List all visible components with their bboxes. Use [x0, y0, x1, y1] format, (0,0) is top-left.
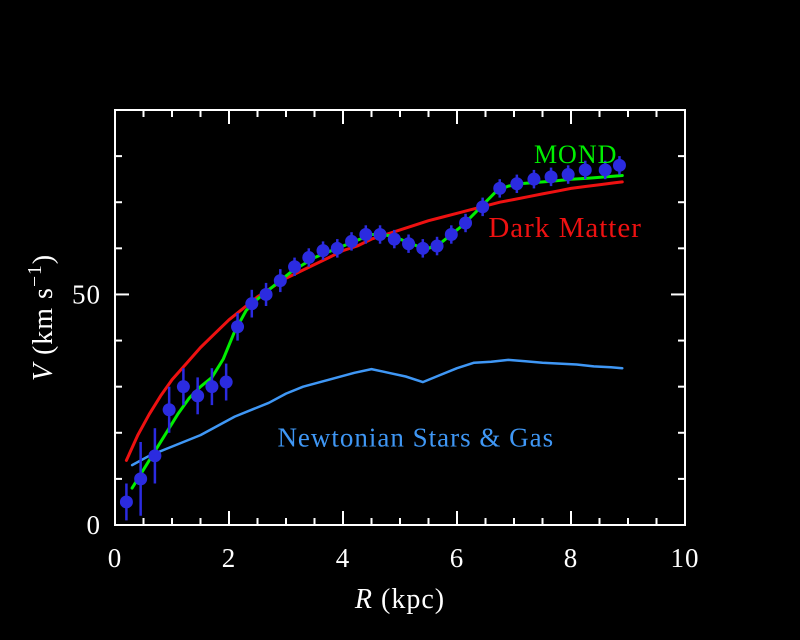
data-point: [148, 449, 162, 463]
data-point: [416, 241, 430, 255]
x-tick-label: 0: [108, 543, 123, 573]
data-point: [387, 232, 401, 246]
data-point: [510, 177, 524, 191]
data-point: [527, 172, 541, 186]
mond-label: MOND: [534, 140, 617, 169]
data-point: [561, 168, 575, 182]
data-point: [162, 403, 176, 417]
data-point: [430, 239, 444, 253]
x-tick-label: 2: [222, 543, 237, 573]
data-point: [119, 495, 133, 509]
data-point: [273, 274, 287, 288]
y-tick-label: 50: [72, 279, 101, 309]
data-point: [598, 163, 612, 177]
observed-data: [119, 156, 626, 521]
data-point: [134, 472, 148, 486]
data-point: [444, 228, 458, 241]
data-point: [219, 375, 233, 389]
tick-labels: 0 2 4 6 8 10 0 50: [72, 279, 700, 573]
data-point: [191, 389, 205, 403]
x-tick-label: 6: [450, 543, 465, 573]
y-axis-label: V (km s−1): [25, 254, 59, 381]
dark-matter-line: [124, 180, 624, 462]
data-point: [231, 320, 245, 334]
x-tick-label: 10: [671, 543, 700, 573]
data-point: [402, 237, 416, 251]
data-point: [359, 228, 373, 241]
newtonian-label: Newtonian Stars & Gas: [277, 423, 554, 453]
data-point: [578, 163, 592, 177]
data-point: [316, 244, 330, 258]
data-point: [176, 380, 190, 394]
data-point: [259, 287, 273, 301]
x-tick-label: 8: [564, 543, 579, 573]
y-tick-label: 0: [87, 510, 102, 540]
x-tick-label: 4: [336, 543, 351, 573]
newtonian-line: [130, 358, 624, 467]
data-point: [476, 200, 490, 214]
data-point: [544, 170, 558, 184]
data-point: [373, 228, 387, 241]
data-point: [205, 380, 219, 394]
data-point: [330, 241, 344, 255]
data-point: [288, 260, 302, 274]
data-point: [612, 158, 626, 172]
data-point: [302, 251, 316, 265]
axis-ticks: [114, 109, 686, 526]
data-point: [345, 234, 359, 248]
x-axis-label: R (kpc): [354, 584, 445, 615]
data-point: [459, 216, 473, 230]
data-point: [245, 297, 259, 311]
dark-matter-label: Dark Matter: [488, 212, 642, 244]
data-point: [493, 181, 507, 195]
